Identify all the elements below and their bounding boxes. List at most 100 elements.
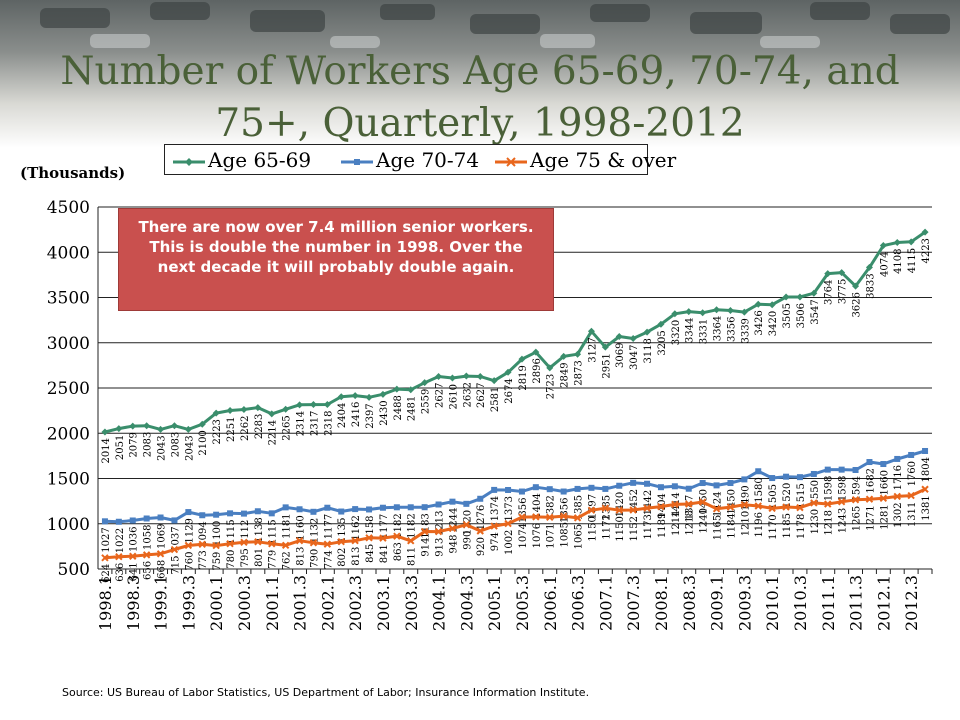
callout-box: There are now over 7.4 million senior wo… (118, 208, 554, 311)
data-point (449, 498, 456, 505)
y-tick-label: 1000 (47, 515, 90, 535)
data-label: 1276 (476, 505, 487, 530)
data-point (546, 364, 554, 372)
data-point (352, 506, 359, 513)
data-point (268, 510, 275, 517)
data-point (601, 504, 610, 512)
data-label: 1442 (643, 490, 654, 515)
data-point (879, 242, 887, 250)
data-label: 1158 (365, 515, 376, 540)
data-label: 1150 (587, 516, 598, 541)
data-label: 1112 (240, 520, 251, 545)
data-label: 2014 (101, 438, 112, 463)
data-point (115, 425, 123, 433)
data-label: 2632 (462, 382, 473, 407)
data-point (504, 519, 512, 528)
data-label: 1071 (546, 523, 557, 548)
data-label: 1594 (852, 476, 863, 501)
data-label: 3320 (671, 320, 682, 345)
data-point (240, 510, 247, 517)
y-tick-label: 4500 (47, 198, 90, 218)
data-point (754, 502, 762, 510)
data-label: 3420 (768, 311, 779, 336)
data-label: 1162 (351, 515, 362, 540)
data-label: 1165 (713, 515, 724, 540)
data-label: 2481 (407, 396, 418, 421)
line-chart: 500 1000 1500 2000 2500 3000 3500 4000 4500 1998.… (47, 198, 933, 631)
y-tick-label: 4000 (47, 243, 90, 263)
data-label: 1135 (337, 518, 348, 543)
x-tick-label: 2007.3 (624, 575, 643, 631)
data-label: 2674 (504, 378, 515, 403)
data-label: 1520 (782, 483, 793, 508)
x-tick-label: 2008.1 (652, 575, 671, 631)
data-label: 1160 (296, 515, 307, 540)
data-point (713, 306, 721, 314)
data-point (657, 484, 664, 491)
x-tick-label: 2000.3 (235, 575, 254, 631)
data-point (129, 422, 137, 430)
data-label: 3505 (782, 303, 793, 328)
data-point (226, 407, 234, 415)
data-label: 2559 (421, 389, 432, 414)
series-line (104, 487, 926, 560)
data-point (129, 552, 137, 560)
data-point (865, 495, 874, 503)
data-label: 2317 (309, 411, 320, 436)
data-point (393, 385, 401, 393)
data-label: 2723 (546, 374, 557, 399)
data-label: 1037 (170, 526, 181, 551)
data-label: 1076 (532, 523, 543, 548)
chart-legend: Age 65-69 Age 70-74 Age 75 & over (164, 144, 676, 175)
data-point (699, 309, 707, 317)
data-point (448, 374, 456, 382)
data-point (240, 538, 248, 547)
data-point (671, 310, 679, 318)
legend-label-age-70-74: Age 70-74 (376, 148, 480, 172)
data-label: 3547 (810, 299, 821, 324)
data-label: 1002 (504, 530, 515, 555)
data-point (685, 485, 692, 492)
data-label: 1074 (518, 523, 529, 548)
data-label: 2043 (184, 435, 195, 460)
data-label: 1058 (143, 525, 154, 550)
data-point (824, 270, 832, 278)
data-label: 2223 (212, 419, 223, 444)
data-label: 2265 (282, 415, 293, 440)
data-point (463, 500, 470, 507)
data-point (421, 504, 428, 511)
data-point (435, 501, 442, 508)
data-point (615, 333, 623, 341)
data-label: 1598 (838, 476, 849, 501)
data-point (143, 422, 151, 430)
data-point (185, 509, 192, 516)
data-point (573, 514, 582, 522)
data-point (129, 517, 136, 524)
data-label: 3344 (685, 318, 696, 343)
data-point (337, 537, 345, 546)
data-label: 813 (351, 547, 362, 566)
data-label: 4115 (907, 248, 918, 273)
data-label: 1022 (115, 528, 126, 553)
x-tick-label: 2012.3 (902, 575, 921, 631)
data-point (156, 550, 165, 558)
data-point (254, 538, 262, 546)
x-tick-label: 2002.1 (318, 575, 337, 631)
data-point (157, 514, 164, 521)
data-point (310, 508, 317, 515)
data-label: 1196 (754, 512, 765, 537)
data-point (393, 504, 400, 511)
data-label: 1281 (879, 504, 890, 529)
data-label: 1181 (282, 513, 293, 538)
data-point (476, 527, 484, 535)
x-tick-label: 2008.3 (680, 575, 699, 631)
data-point (351, 536, 359, 545)
legend-item-age-75-over: Age 75 & over (495, 147, 676, 173)
legend-item-age-65-69: Age 65-69 (173, 147, 311, 173)
data-point (616, 482, 623, 489)
data-point (379, 390, 387, 398)
data-point (852, 466, 859, 473)
data-point (755, 468, 762, 475)
data-label: 801 (254, 548, 265, 567)
data-point (365, 534, 373, 542)
